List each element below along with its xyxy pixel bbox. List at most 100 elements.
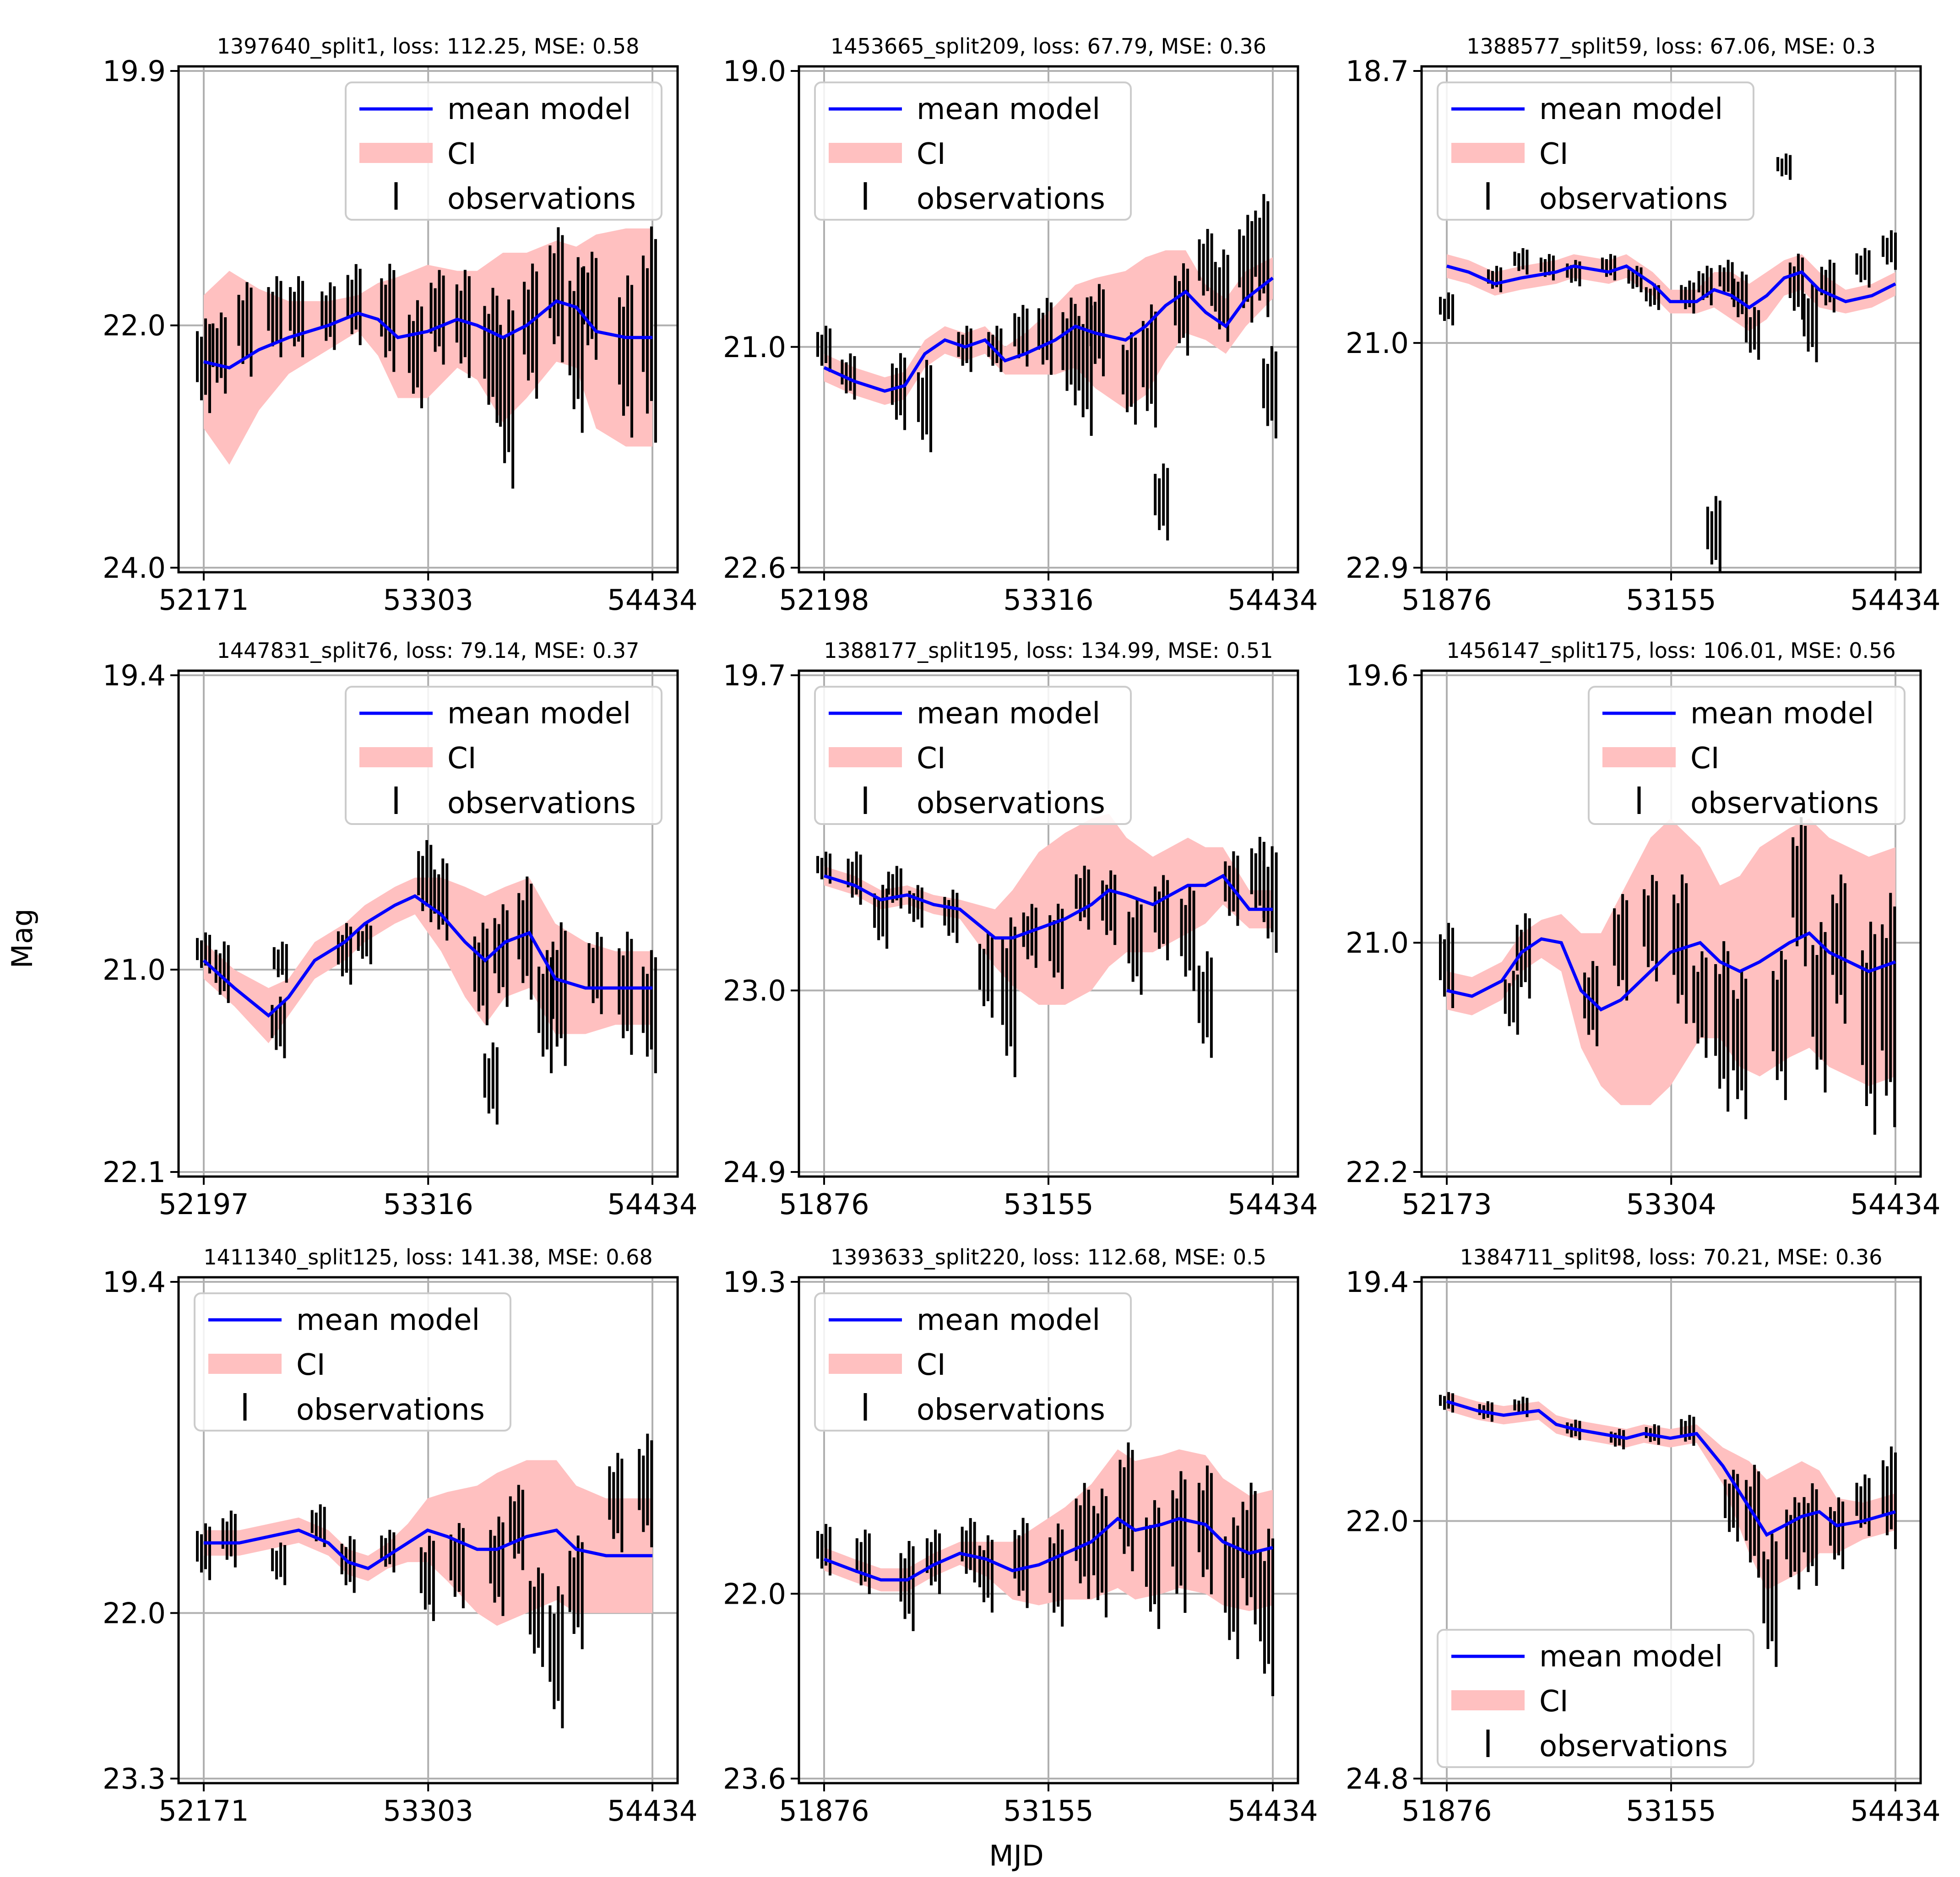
legend-label-mean: mean model [917,92,1100,126]
x-tick-label: 53316 [1003,583,1093,617]
subplot-title: 1456147_split175, loss: 106.01, MSE: 0.5… [1446,638,1895,663]
legend-label-obs: observations [917,787,1105,820]
legend-box [814,1292,1132,1432]
y-tick-label: 22.2 [1346,1155,1409,1189]
legend: mean model CI observations [345,686,662,825]
subplot-title: 1393633_split220, loss: 112.68, MSE: 0.5 [831,1245,1266,1269]
legend-box [345,686,662,825]
x-tick-label: 54434 [1227,583,1318,617]
legend-box [814,81,1132,221]
legend: mean model CI observations [345,81,662,221]
subplot-4: 52197 53316 54434 19.4 21.0 22.1 1447831_split… [103,638,698,1221]
x-tick-label: 54434 [607,1188,697,1221]
x-tick-label: 54434 [1850,1794,1940,1828]
x-tick-label: 51876 [779,1794,869,1828]
y-tick-label: 22.6 [723,551,786,585]
legend-ci-swatch [829,143,902,163]
legend: mean model CI observations [1588,686,1906,825]
y-tick-label: 24.0 [103,551,166,585]
legend-box [345,81,662,221]
y-tick-label: 21.0 [723,331,786,364]
x-tick-label: 53303 [383,1794,473,1828]
legend-label-obs: observations [1690,787,1879,820]
legend-box [1437,81,1754,221]
mean-model-line [823,1516,1273,1582]
x-tick-label: 51876 [779,1188,869,1221]
legend: mean model CI observations [814,1292,1132,1432]
x-tick-label: 51876 [1401,1794,1492,1828]
legend: mean model CI observations [194,1292,511,1432]
legend-label-obs: observations [917,182,1105,216]
plot-area [196,840,657,1125]
ci-band [1447,819,1895,1105]
legend-label-obs: observations [1539,1730,1728,1763]
y-tick-label: 22.9 [1346,551,1409,585]
plot-area [816,814,1278,1077]
legend-ci-swatch [359,747,433,767]
legend: mean model CI observations [814,686,1132,825]
legend: mean model CI observations [814,81,1132,221]
legend-label-mean: mean model [917,1303,1100,1337]
subplot-3: 51876 53155 54434 18.7 21.0 22.9 1388577_split… [1346,34,1941,617]
y-tick-label: 22.0 [103,1596,166,1630]
y-tick-label: 22.0 [103,309,166,342]
subplot-title: 1447831_split76, loss: 79.14, MSE: 0.37 [217,638,640,663]
plot-area [1439,153,1897,572]
y-tick-label: 24.9 [723,1155,786,1189]
legend-label-obs: observations [447,787,636,820]
legend-label-ci: CI [296,1348,326,1382]
y-tick-label: 21.0 [1346,926,1409,960]
y-tick-label: 23.6 [723,1762,786,1796]
legend-label-ci: CI [1539,137,1569,171]
legend-label-mean: mean model [1539,92,1723,126]
legend: mean model CI observations [1437,81,1754,221]
legend-ci-swatch [1451,1690,1525,1710]
legend-box [1588,686,1906,825]
mean-model-line [203,299,652,370]
y-tick-label: 24.8 [1346,1762,1409,1796]
plot-area [816,194,1277,541]
x-tick-label: 54434 [1850,583,1940,617]
legend-label-obs: observations [917,1393,1105,1427]
x-tick-label: 53155 [1003,1794,1093,1828]
legend-box [814,686,1132,825]
subplot-6: 52173 53304 54434 19.6 21.0 22.2 1456147_split… [1346,638,1941,1221]
x-tick-label: 53303 [383,583,473,617]
legend-label-mean: mean model [296,1303,480,1337]
x-tick-label: 54434 [1850,1188,1940,1221]
plot-area [196,1433,653,1729]
x-tick-label: 52198 [779,583,869,617]
legend-label-obs: observations [296,1393,485,1427]
y-tick-label: 23.3 [103,1762,166,1796]
plot-area [1439,817,1896,1135]
x-tick-label: 53155 [1626,1794,1716,1828]
legend-label-obs: observations [447,182,636,216]
x-tick-label: 54434 [607,1794,697,1828]
legend-ci-swatch [359,143,433,163]
subplot-1: 52171 53303 54434 19.9 22.0 24.0 1397640_split… [103,34,698,617]
legend: mean model CI observations [1437,1629,1754,1768]
y-tick-label: 19.4 [103,659,166,692]
mean-model-line [204,1528,652,1570]
legend-label-ci: CI [917,1348,946,1382]
subplot-5: 51876 53155 54434 19.7 23.0 24.9 1388177_split… [723,638,1318,1221]
y-tick-label: 23.0 [723,974,786,1008]
subplot-title: 1388177_split195, loss: 134.99, MSE: 0.5… [824,638,1273,663]
legend-label-ci: CI [447,742,477,776]
x-tick-label: 54434 [1227,1794,1318,1828]
legend-label-mean: mean model [917,697,1100,731]
legend-box [194,1292,511,1432]
x-tick-label: 53155 [1626,583,1716,617]
subplot-grid: 52171 53303 54434 19.9 22.0 24.0 1397640_split… [103,34,1941,1828]
legend-ci-swatch [829,1354,902,1374]
plot-area [816,1442,1274,1696]
x-axis-label: MJD [989,1839,1044,1872]
x-tick-label: 53316 [383,1188,473,1221]
legend-ci-swatch [1602,747,1676,767]
legend-ci-swatch [829,747,902,767]
legend-ci-swatch [1451,143,1525,163]
mean-model-line [1446,931,1896,1012]
subplot-title: 1384711_split98, loss: 70.21, MSE: 0.36 [1460,1245,1883,1269]
legend-label-ci: CI [1539,1685,1569,1719]
y-tick-label: 18.7 [1346,54,1409,88]
